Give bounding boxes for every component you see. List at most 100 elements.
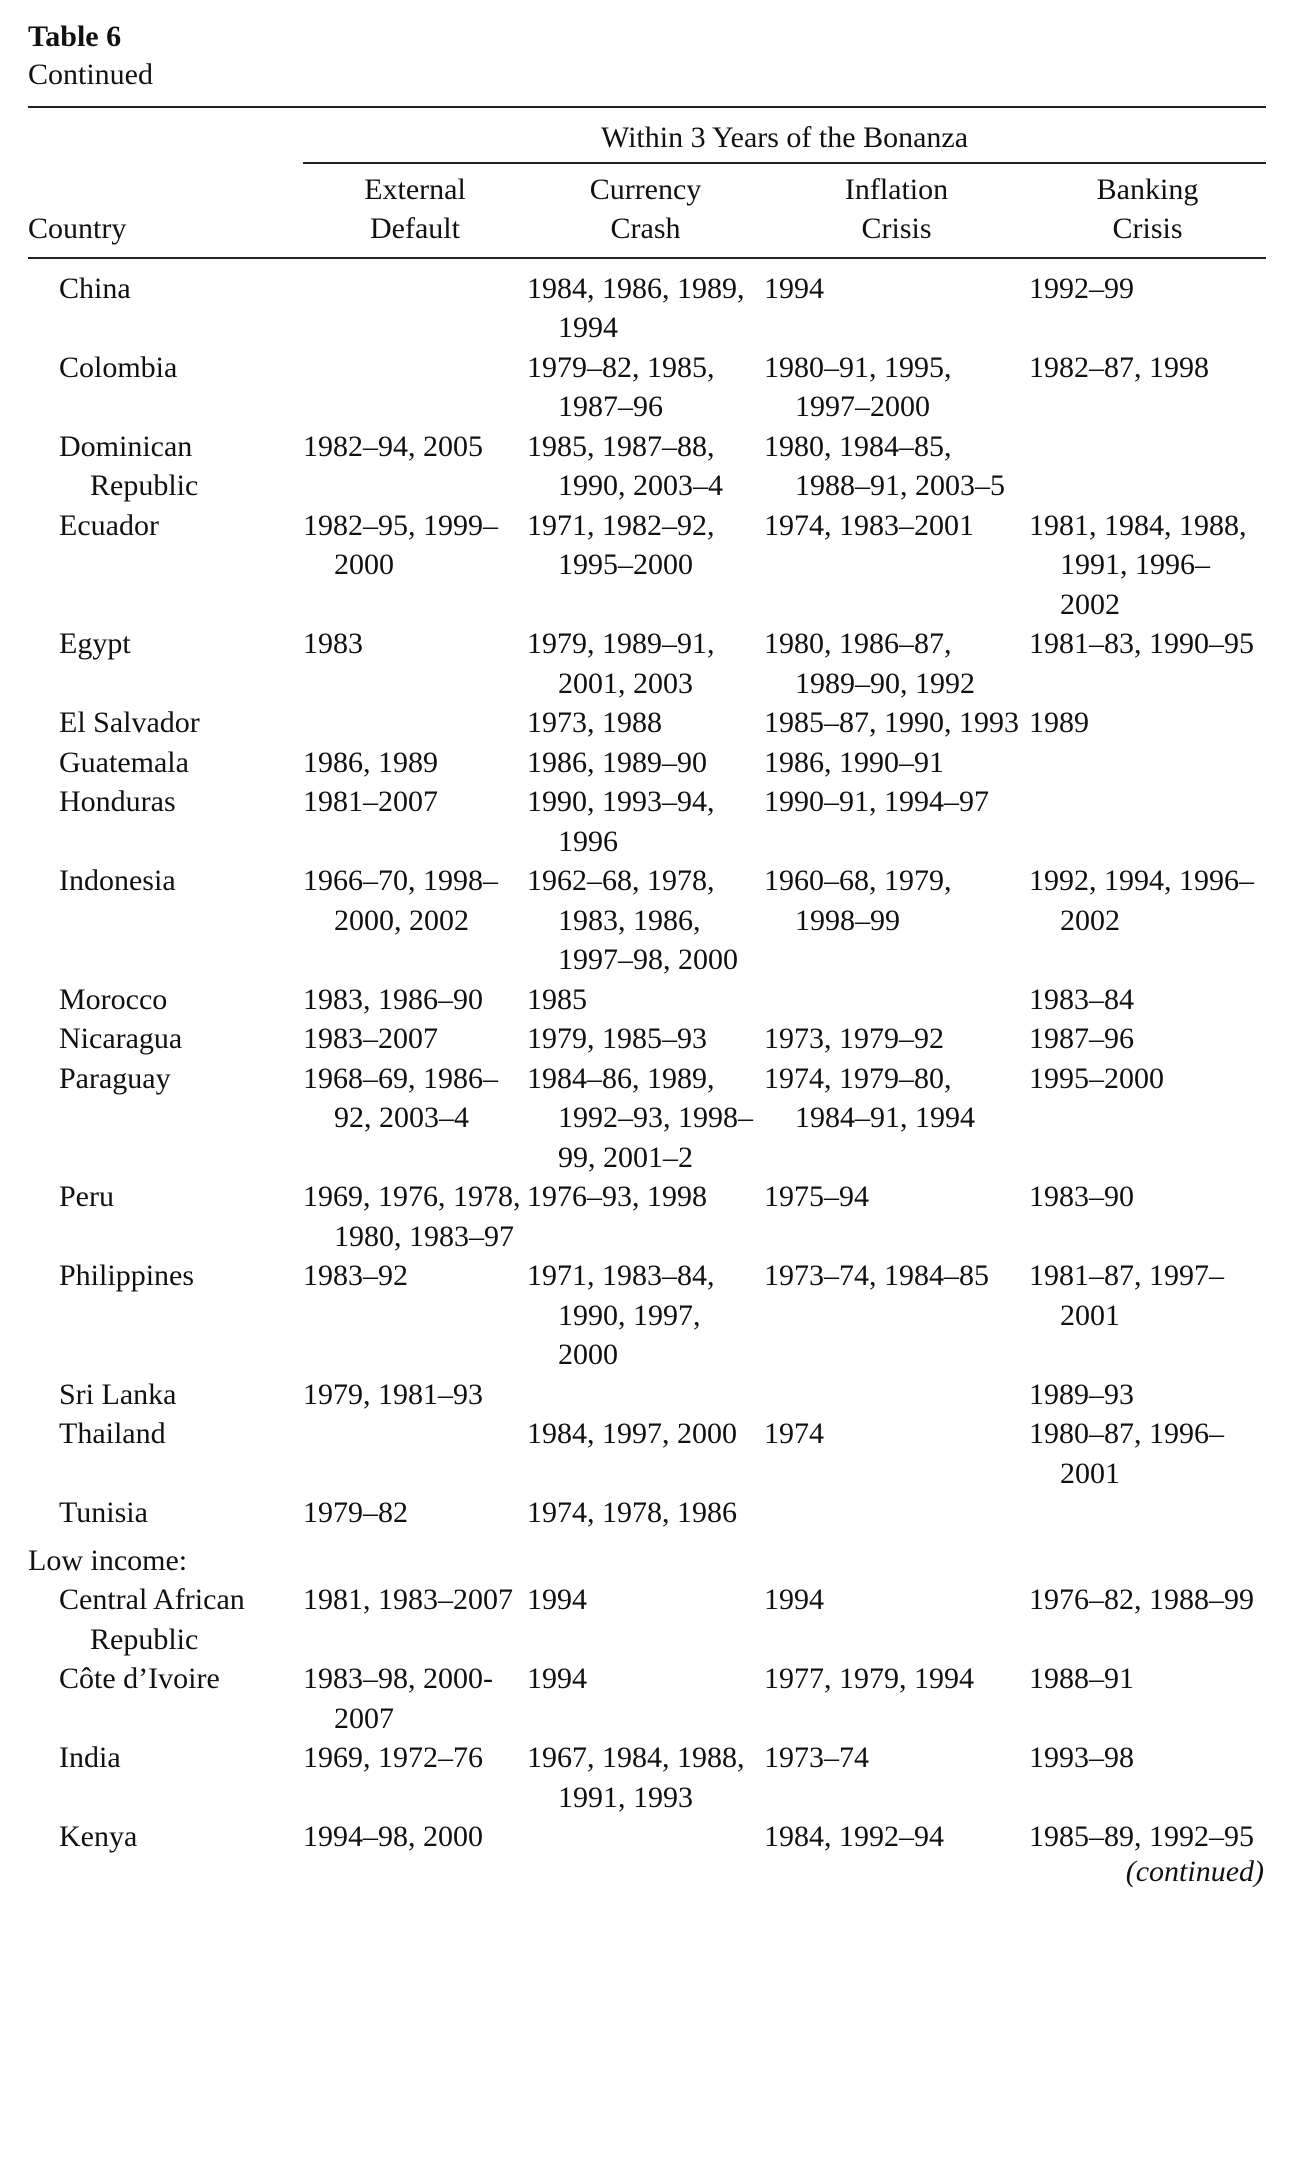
table-subtitle: Continued	[28, 58, 153, 91]
country-cell: Morocco	[28, 980, 303, 1020]
inflation-crisis-cell: 1973, 1979–92	[764, 1019, 1029, 1059]
table-row: Nicaragua 1983–2007 1979, 1985–93 1973, 197…	[28, 1019, 1266, 1059]
external-default-cell: 1968–69, 1986–92, 2003–4	[303, 1059, 527, 1178]
currency-crash-cell: 1984, 1986, 1989, 1994	[527, 258, 764, 348]
external-default-cell: 1979, 1981–93	[303, 1375, 527, 1415]
table-row: Sri Lanka 1979, 1981–93 1989–93	[28, 1375, 1266, 1415]
country-name: Sri Lanka	[59, 1377, 177, 1411]
external-default-cell: 1969, 1976, 1978, 1980, 1983–97	[303, 1177, 527, 1256]
external-default-cell-text: 1994–98, 2000	[303, 1820, 483, 1853]
external-default-cell: 1982–95, 1999–2000	[303, 506, 527, 625]
currency-crash-cell: 1962–68, 1978, 1983, 1986, 1997–98, 2000	[527, 861, 764, 980]
external-default-cell	[303, 348, 527, 427]
external-default-cell: 1994–98, 2000	[303, 1817, 527, 1857]
country-name: Ecuador	[59, 508, 159, 542]
external-default-cell-text: 1983–92	[303, 1259, 408, 1292]
banking-crisis-cell: 1993–98	[1029, 1738, 1266, 1817]
country-cell: Central African Republic	[28, 1580, 303, 1659]
table-row: China 1984, 1986, 1989, 1994 1994 1992–99	[28, 258, 1266, 348]
group-row: Low income:	[28, 1533, 1266, 1581]
banking-crisis-cell-text: 1992, 1994, 1996–2002	[1029, 864, 1254, 937]
country-cell: Guatemala	[28, 743, 303, 783]
currency-crash-cell: 1984, 1997, 2000	[527, 1414, 764, 1493]
external-default-cell-text: 1986, 1989	[303, 745, 438, 779]
currency-crash-cell-text: 1971, 1983–84, 1990, 1997, 2000	[527, 1259, 715, 1371]
currency-crash-cell: 1967, 1984, 1988, 1991, 1993	[527, 1738, 764, 1817]
country-name: Indonesia	[59, 864, 176, 897]
inflation-crisis-cell: 1974	[764, 1414, 1029, 1493]
external-default-cell-text: 1969, 1972–76	[303, 1741, 483, 1774]
table-row: Morocco 1983, 1986–90 1985 1983–84	[28, 980, 1266, 1020]
inflation-crisis-cell: 1974, 1979–80, 1984–91, 1994	[764, 1059, 1029, 1178]
table-row: Honduras 1981–2007 1990, 1993–94, 1996 1990…	[28, 782, 1266, 861]
country-cell: Côte d’Ivoire	[28, 1659, 303, 1738]
banking-crisis-cell: 1988–91	[1029, 1659, 1266, 1738]
banking-crisis-cell-text: 1981–83, 1990–95	[1029, 627, 1254, 660]
external-default-cell: 1983, 1986–90	[303, 980, 527, 1020]
country-name: Nicaragua	[59, 1022, 183, 1055]
external-default-cell: 1979–82	[303, 1493, 527, 1533]
table-row: Côte d’Ivoire 1983–98, 2000-2007 1994 1977,…	[28, 1659, 1266, 1738]
inflation-crisis-cell: 1974, 1983–2001	[764, 506, 1029, 625]
country-cell: India	[28, 1738, 303, 1817]
inflation-crisis-cell: 1980, 1984–85, 1988–91, 2003–5	[764, 427, 1029, 506]
currency-crash-cell	[527, 1817, 764, 1857]
external-default-cell	[303, 1414, 527, 1493]
table-row: Dominican Republic 1982–94, 2005 1985, 198…	[28, 427, 1266, 506]
banking-crisis-cell: 1989	[1029, 703, 1266, 743]
banking-crisis-cell-text: 1985–89, 1992–95	[1029, 1820, 1254, 1853]
external-default-cell	[303, 258, 527, 348]
banking-crisis-cell	[1029, 427, 1266, 506]
table-page: Table 6 Continued Within 3 Years of the …	[28, 18, 1268, 1891]
table-label: Table 6	[28, 20, 122, 53]
currency-crash-cell-text: 1976–93, 1998	[527, 1180, 707, 1213]
country-cell: Sri Lanka	[28, 1375, 303, 1415]
currency-crash-cell-text: 1979, 1985–93	[527, 1022, 707, 1055]
country-cell: Paraguay	[28, 1059, 303, 1178]
banking-crisis-cell: 1976–82, 1988–99	[1029, 1580, 1266, 1659]
banking-crisis-cell-text: 1989–93	[1029, 1377, 1134, 1411]
table-row: Egypt 1983 1979, 1989–91, 2001, 2003 1980, …	[28, 624, 1266, 703]
banking-crisis-cell-text: 1992–99	[1029, 271, 1134, 305]
currency-crash-cell: 1985, 1987–88, 1990, 2003–4	[527, 427, 764, 506]
banking-crisis-cell: 1981–87, 1997–2001	[1029, 1256, 1266, 1375]
header-banking-crisis: Banking Crisis	[1029, 166, 1266, 258]
inflation-crisis-cell-text: 1980, 1986–87, 1989–90, 1992	[764, 627, 975, 700]
currency-crash-cell-text: 1990, 1993–94, 1996	[527, 785, 715, 858]
banking-crisis-cell	[1029, 782, 1266, 861]
banking-crisis-cell: 1989–93	[1029, 1375, 1266, 1415]
currency-crash-cell-text: 1994	[527, 1583, 587, 1616]
country-name: Peru	[59, 1180, 114, 1213]
country-name: Paraguay	[59, 1061, 171, 1095]
inflation-crisis-cell: 1973–74, 1984–85	[764, 1256, 1029, 1375]
header-line: Inflation	[844, 172, 949, 206]
header-external-default: External Default	[303, 166, 527, 258]
header-line: Crash	[610, 212, 681, 245]
country-cell: Nicaragua	[28, 1019, 303, 1059]
header-line: Banking	[1096, 172, 1199, 206]
external-default-cell-text: 1979–82	[303, 1496, 408, 1529]
table-row: Peru 1969, 1976, 1978, 1980, 1983–97 1976–…	[28, 1177, 1266, 1256]
currency-crash-cell: 1976–93, 1998	[527, 1177, 764, 1256]
country-name: Thailand	[59, 1417, 166, 1450]
inflation-crisis-cell-text: 1975–94	[764, 1180, 869, 1213]
country-name: China	[59, 271, 131, 305]
inflation-crisis-cell-text: 1990–91, 1994–97	[764, 785, 989, 818]
external-default-cell: 1983–98, 2000-2007	[303, 1659, 527, 1738]
country-cell: Kenya	[28, 1817, 303, 1857]
table-row: Kenya 1994–98, 2000 1984, 1992–94 1985–89, …	[28, 1817, 1266, 1857]
inflation-crisis-cell: 1994	[764, 1580, 1029, 1659]
banking-crisis-cell: 1992, 1994, 1996–2002	[1029, 861, 1266, 980]
currency-crash-cell-text: 1967, 1984, 1988, 1991, 1993	[527, 1741, 745, 1814]
country-cell: Egypt	[28, 624, 303, 703]
currency-crash-cell: 1979, 1985–93	[527, 1019, 764, 1059]
banking-crisis-cell-text: 1980–87, 1996–2001	[1029, 1417, 1224, 1490]
table-row: Ecuador 1982–95, 1999–2000 1971, 1982–92, …	[28, 506, 1266, 625]
country-cell: China	[28, 258, 303, 348]
currency-crash-cell: 1974, 1978, 1986	[527, 1493, 764, 1533]
country-name: Côte d’Ivoire	[59, 1662, 220, 1695]
currency-crash-cell-text: 1986, 1989–90	[527, 745, 707, 779]
header-inflation-crisis: Inflation Crisis	[764, 166, 1029, 258]
inflation-crisis-cell-text: 1960–68, 1979, 1998–99	[764, 864, 952, 937]
inflation-crisis-cell: 1980, 1986–87, 1989–90, 1992	[764, 624, 1029, 703]
